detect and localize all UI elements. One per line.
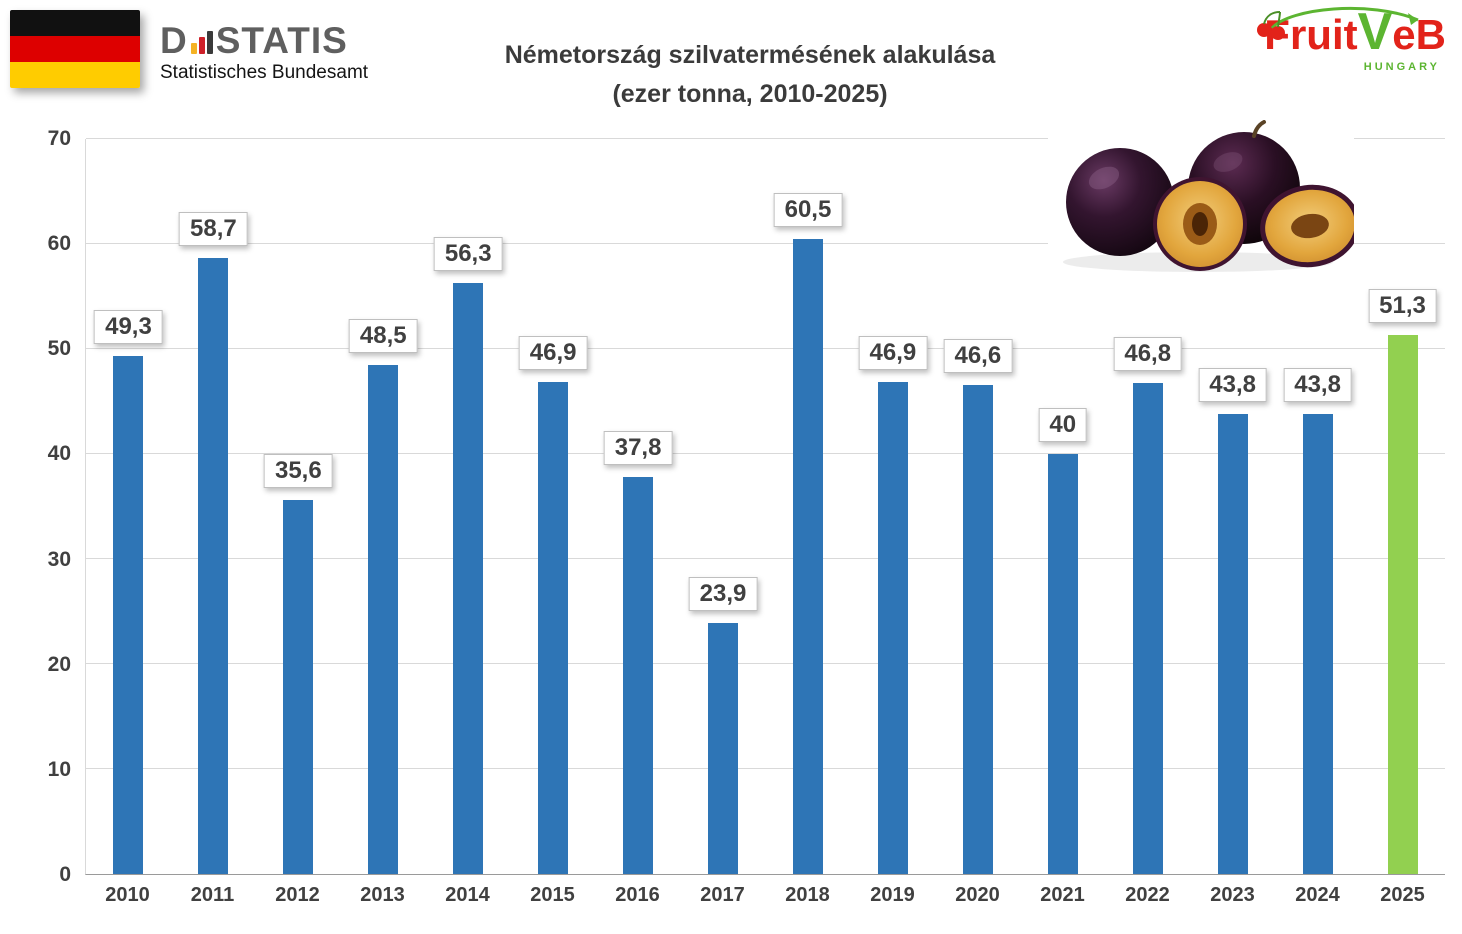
bar-value-label: 43,8 <box>1198 368 1268 403</box>
destatis-letter-d: D <box>160 20 188 61</box>
destatis-bars-icon <box>190 31 213 54</box>
x-tick-label: 2020 <box>955 884 1000 906</box>
bar <box>453 282 484 874</box>
x-tick-label: 2016 <box>615 884 660 906</box>
bar-value-label: 23,9 <box>688 577 758 612</box>
x-tick-label: 2010 <box>105 884 150 906</box>
bar <box>877 381 908 874</box>
x-tick-label: 2025 <box>1380 884 1425 906</box>
x-tick-label: 2022 <box>1125 884 1170 906</box>
chart-title: Németország szilvatermésének alakulása (… <box>400 36 1100 114</box>
x-tick-label: 2023 <box>1210 884 1255 906</box>
x-tick-label: 2024 <box>1295 884 1340 906</box>
bar-value-label: 46,9 <box>518 335 588 370</box>
y-tick-label: 50 <box>47 337 71 361</box>
fruitveb-logo: FruitVeB HUNGARY <box>1256 6 1446 73</box>
grid-line <box>86 453 1445 454</box>
x-axis: 2010 2011 2012 2013 2014 2015 2016 2017 2018 2019… <box>85 875 1445 907</box>
flag-stripe-red <box>10 36 140 62</box>
x-tick-label: 2011 <box>190 884 235 906</box>
x-tick-label: 2013 <box>360 884 405 906</box>
plums-image <box>1048 120 1354 278</box>
destatis-logo: D STATIS Statistisches Bundesamt <box>160 22 368 84</box>
destatis-subtitle: Statistisches Bundesamt <box>160 62 369 83</box>
fruitveb-eb-text: eB <box>1392 11 1446 58</box>
grid-line <box>86 348 1445 349</box>
bar <box>1047 454 1078 874</box>
bar-value-label: 58,7 <box>179 211 248 246</box>
cherries-icon <box>1257 6 1419 40</box>
x-tick-label: 2012 <box>275 884 320 906</box>
destatis-wordmark: D STATIS <box>160 22 368 60</box>
bar-value-label: 46,6 <box>943 338 1013 373</box>
destatis-letters-statis: STATIS <box>215 20 348 61</box>
bar-value-label: 48,5 <box>348 318 418 353</box>
x-tick-label: 2015 <box>530 884 575 906</box>
fruitveb-v-text: V <box>1357 3 1393 61</box>
chart-title-line1: Németország szilvatermésének alakulása <box>504 41 996 69</box>
x-tick-label: 2018 <box>785 884 830 906</box>
bar <box>113 356 144 874</box>
fruitveb-wordmark: FruitVeB <box>1256 6 1446 67</box>
grid-line <box>86 768 1445 769</box>
bar <box>283 500 314 874</box>
bar-chart: 0 10 20 30 40 50 60 70 49,3 58,7 35,6 48,5 56,3 46,9… <box>20 127 1445 923</box>
bar <box>623 477 654 874</box>
bar <box>792 238 823 874</box>
x-tick-label: 2014 <box>445 884 490 906</box>
x-tick-label: 2019 <box>870 884 915 906</box>
bar <box>1302 414 1333 874</box>
bar-value-label: 46,9 <box>858 335 928 370</box>
y-tick-label: 10 <box>47 757 71 781</box>
y-tick-label: 20 <box>47 652 71 676</box>
x-tick-label: 2017 <box>700 884 745 906</box>
bar-value-label: 46,8 <box>1113 336 1183 371</box>
grid-line <box>86 663 1445 664</box>
bar <box>1132 382 1163 874</box>
bar <box>538 381 569 874</box>
fruitveb-hungary-text: HUNGARY <box>1363 61 1440 73</box>
plot-area: 49,3 58,7 35,6 48,5 56,3 46,9 37,8 23,9 60,5 46,9… <box>85 138 1445 875</box>
bar <box>962 384 993 874</box>
german-flag <box>10 10 140 88</box>
bar <box>1217 414 1248 874</box>
bar-value-label: 56,3 <box>433 236 503 271</box>
grid-line <box>86 558 1445 559</box>
x-tick-label: 2021 <box>1040 884 1085 906</box>
bar-value-label: 51,3 <box>1368 289 1437 324</box>
y-tick-label: 30 <box>47 547 71 571</box>
y-axis: 0 10 20 30 40 50 60 70 <box>20 127 85 886</box>
bar-value-label: 35,6 <box>263 454 333 489</box>
y-tick-label: 40 <box>47 442 71 466</box>
bar-value-label: 60,5 <box>773 192 843 227</box>
grid-line <box>86 243 1445 244</box>
y-tick-label: 60 <box>47 232 71 256</box>
bar <box>198 257 229 874</box>
bar <box>708 623 739 874</box>
bar-value-label: 40 <box>1038 408 1088 443</box>
flag-stripe-black <box>10 10 140 36</box>
bar-value-label: 37,8 <box>603 431 673 466</box>
y-tick-label: 0 <box>59 863 71 886</box>
bar <box>368 364 399 874</box>
chart-body: 0 10 20 30 40 50 60 70 49,3 58,7 35,6 48,5 56,3 46,9… <box>20 127 1445 886</box>
chart-title-line2: (ezer tonna, 2010-2025) <box>612 80 888 108</box>
bar-value-label: 49,3 <box>94 310 163 345</box>
grid-line <box>86 138 1445 139</box>
bar-value-label: 43,8 <box>1283 368 1352 403</box>
bar <box>1387 335 1418 874</box>
y-tick-label: 70 <box>47 127 71 150</box>
flag-stripe-gold <box>10 62 140 88</box>
